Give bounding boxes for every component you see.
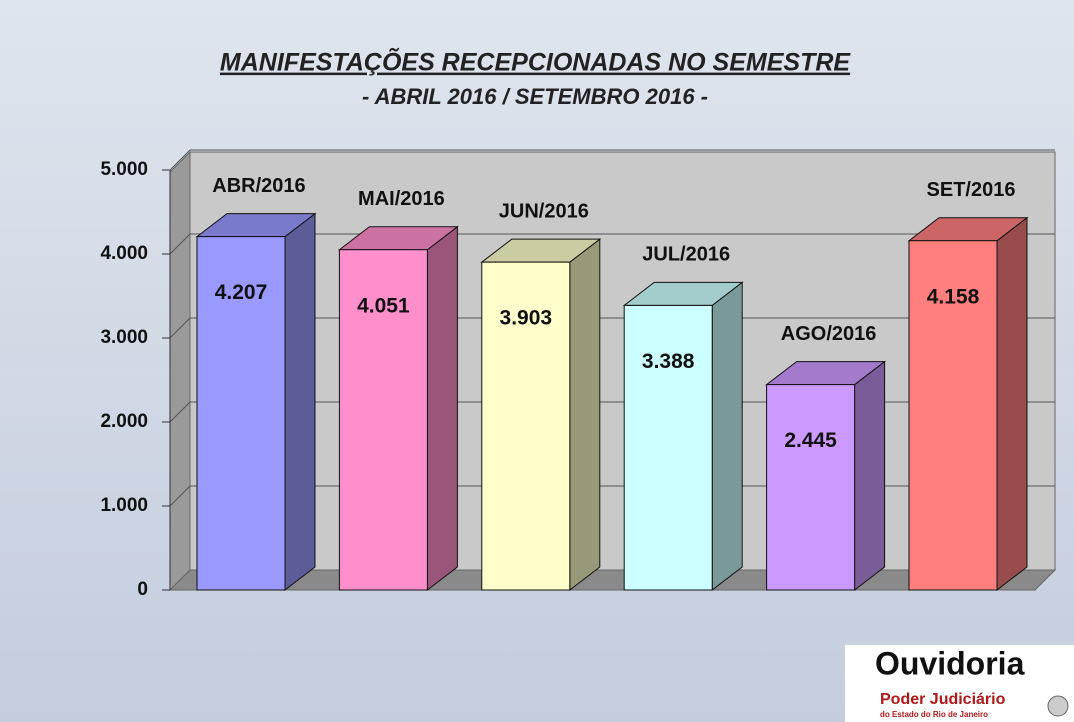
bar <box>908 240 998 591</box>
y-tick-label: 5.000 <box>100 159 148 180</box>
y-tick-label: 0 <box>137 579 148 600</box>
logo-name: Ouvidoria <box>875 645 1025 681</box>
bar-side <box>711 281 743 592</box>
y-tick-label: 4.000 <box>100 243 148 264</box>
value-label: 4.158 <box>927 285 980 308</box>
grid-line <box>169 233 191 255</box>
bar <box>766 384 856 591</box>
y-tick-label: 3.000 <box>100 327 148 348</box>
y-tick-label: 2.000 <box>100 411 148 432</box>
bar-side <box>854 360 886 592</box>
chart-title: MANIFESTAÇÕES RECEPCIONADAS NO SEMESTRE <box>220 47 851 77</box>
category-label: MAI/2016 <box>358 188 445 210</box>
grid-line <box>169 149 191 171</box>
side-wall <box>169 150 191 592</box>
logo-line1: Poder Judiciário <box>880 691 1006 708</box>
bar <box>623 304 713 591</box>
grid-line <box>169 317 191 339</box>
bar-side <box>284 212 316 592</box>
value-label: 4.207 <box>215 281 268 304</box>
value-label: 3.903 <box>500 307 553 330</box>
category-label: AGO/2016 <box>781 323 877 345</box>
bar-side <box>569 238 601 592</box>
bar <box>481 261 571 591</box>
logo: Ouvidoria Poder Judiciário do Estado do … <box>845 645 1074 722</box>
grid-line <box>169 485 191 507</box>
grid-line <box>169 401 191 423</box>
category-label: ABR/2016 <box>212 175 305 197</box>
logo-seal <box>1047 695 1069 717</box>
bar-side <box>426 225 458 592</box>
chart-subtitle: - ABRIL 2016 / SETEMBRO 2016 - <box>362 84 708 109</box>
bar <box>196 236 286 591</box>
bar <box>338 249 428 591</box>
category-label: SET/2016 <box>927 179 1016 201</box>
bar-side <box>996 216 1028 592</box>
value-label: 3.388 <box>642 350 695 373</box>
value-label: 2.445 <box>784 429 837 452</box>
category-label: JUN/2016 <box>499 200 589 222</box>
category-label: JUL/2016 <box>642 244 730 266</box>
logo-line2: do Estado do Rio de Janeiro <box>880 710 988 719</box>
value-label: 4.051 <box>357 294 410 317</box>
y-tick-label: 1.000 <box>100 495 148 516</box>
logo-box <box>845 645 1074 722</box>
